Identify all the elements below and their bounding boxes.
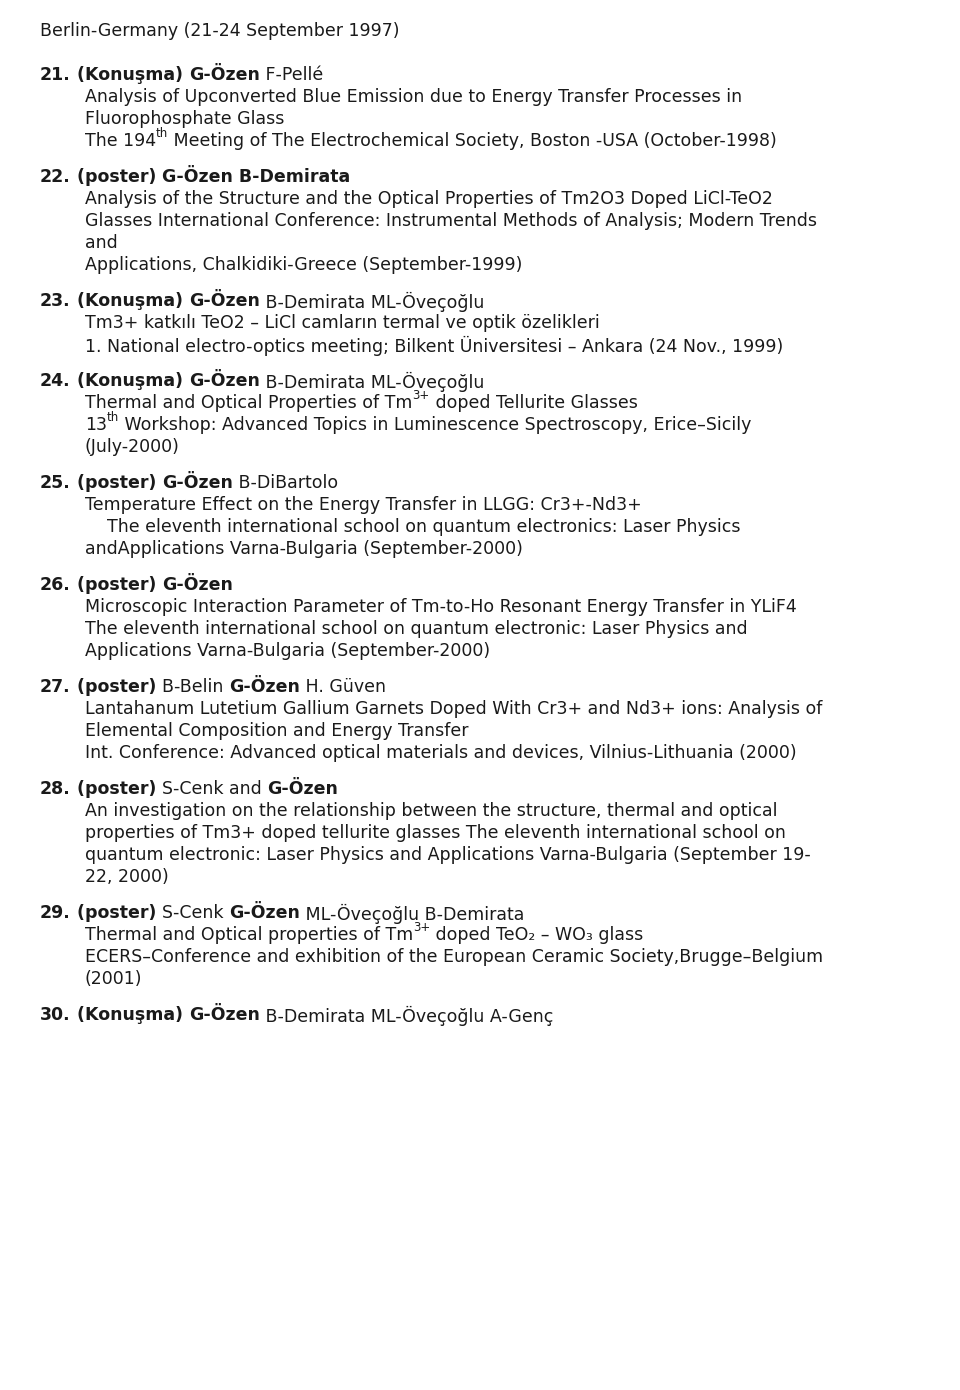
Text: Microscopic Interaction Parameter of Tm-to-Ho Resonant Energy Transfer in YLiF4: Microscopic Interaction Parameter of Tm-… bbox=[85, 598, 797, 616]
Text: The 194: The 194 bbox=[85, 132, 156, 150]
Text: Meeting of The Electrochemical Society, Boston -USA (October-1998): Meeting of The Electrochemical Society, … bbox=[168, 132, 778, 150]
Text: G-Özen: G-Özen bbox=[188, 1006, 259, 1024]
Text: 28.: 28. bbox=[40, 780, 71, 798]
Text: ECERS–Conference and exhibition of the European Ceramic Society,Brugge–Belgium: ECERS–Conference and exhibition of the E… bbox=[85, 948, 823, 966]
Text: B-Demirata ML-Öveçoğlu: B-Demirata ML-Öveçoğlu bbox=[259, 373, 484, 392]
Text: Berlin-Germany (21-24 September 1997): Berlin-Germany (21-24 September 1997) bbox=[40, 22, 399, 40]
Text: Analysis of the Structure and the Optical Properties of Tm2O3 Doped LiCl-TeO2: Analysis of the Structure and the Optica… bbox=[85, 190, 773, 208]
Text: (poster): (poster) bbox=[71, 575, 162, 594]
Text: An investigation on the relationship between the structure, thermal and optical: An investigation on the relationship bet… bbox=[85, 802, 778, 820]
Text: 3+: 3+ bbox=[413, 922, 430, 934]
Text: 26.: 26. bbox=[40, 575, 71, 594]
Text: (Konuşma): (Konuşma) bbox=[71, 65, 189, 83]
Text: Fluorophosphate Glass: Fluorophosphate Glass bbox=[85, 110, 284, 128]
Text: Elemental Composition and Energy Transfer: Elemental Composition and Energy Transfe… bbox=[85, 721, 468, 739]
Text: Applications, Chalkidiki-Greece (September-1999): Applications, Chalkidiki-Greece (Septemb… bbox=[85, 256, 522, 274]
Text: The eleventh international school on quantum electronic: Laser Physics and: The eleventh international school on qua… bbox=[85, 620, 748, 638]
Text: 3+: 3+ bbox=[413, 389, 430, 402]
Text: G-Özen: G-Özen bbox=[268, 780, 338, 798]
Text: Workshop: Advanced Topics in Luminescence Spectroscopy, Erice–Sicily: Workshop: Advanced Topics in Luminescenc… bbox=[119, 416, 752, 434]
Text: Tm3+ katkılı TeO2 – LiCl camların termal ve optik özelikleri: Tm3+ katkılı TeO2 – LiCl camların termal… bbox=[85, 314, 600, 332]
Text: quantum electronic: Laser Physics and Applications Varna-Bulgaria (September 19-: quantum electronic: Laser Physics and Ap… bbox=[85, 847, 811, 865]
Text: G-Özen: G-Özen bbox=[188, 292, 259, 310]
Text: (2001): (2001) bbox=[85, 970, 142, 988]
Text: Int. Conference: Advanced optical materials and devices, Vilnius-Lithuania (2000: Int. Conference: Advanced optical materi… bbox=[85, 744, 797, 762]
Text: S-Cenk and: S-Cenk and bbox=[162, 780, 268, 798]
Text: H. Güven: H. Güven bbox=[300, 678, 386, 696]
Text: B-Demirata ML-Öveçoğlu A-Genç: B-Demirata ML-Öveçoğlu A-Genç bbox=[259, 1006, 553, 1026]
Text: B-Belin: B-Belin bbox=[162, 678, 228, 696]
Text: G-Özen: G-Özen bbox=[189, 65, 259, 83]
Text: 21.: 21. bbox=[40, 65, 71, 83]
Text: Glasses International Conference: Instrumental Methods of Analysis; Modern Trend: Glasses International Conference: Instru… bbox=[85, 213, 817, 229]
Text: G-Özen: G-Özen bbox=[229, 904, 300, 922]
Text: G-Özen: G-Özen bbox=[188, 373, 259, 391]
Text: 23.: 23. bbox=[40, 292, 71, 310]
Text: properties of Tm3+ doped tellurite glasses The eleventh international school on: properties of Tm3+ doped tellurite glass… bbox=[85, 824, 786, 842]
Text: 25.: 25. bbox=[40, 474, 71, 492]
Text: 29.: 29. bbox=[40, 904, 71, 922]
Text: The eleventh international school on quantum electronics: Laser Physics: The eleventh international school on qua… bbox=[85, 518, 740, 537]
Text: F-Pellé: F-Pellé bbox=[259, 65, 323, 83]
Text: B-Demirata ML-Öveçoğlu: B-Demirata ML-Öveçoğlu bbox=[259, 292, 484, 313]
Text: (Konuşma): (Konuşma) bbox=[71, 292, 188, 310]
Text: G-Özen: G-Özen bbox=[228, 678, 300, 696]
Text: 1. National electro-optics meeting; Bilkent Üniversitesi – Ankara (24 Nov., 1999: 1. National electro-optics meeting; Bilk… bbox=[85, 336, 783, 356]
Text: 24.: 24. bbox=[40, 373, 71, 391]
Text: and: and bbox=[85, 234, 118, 252]
Text: 22, 2000): 22, 2000) bbox=[85, 867, 169, 885]
Text: doped Tellurite Glasses: doped Tellurite Glasses bbox=[430, 393, 637, 411]
Text: th: th bbox=[156, 126, 168, 140]
Text: 22.: 22. bbox=[40, 168, 71, 186]
Text: B-DiBartolo: B-DiBartolo bbox=[233, 474, 338, 492]
Text: G-Özen: G-Özen bbox=[162, 575, 233, 594]
Text: 27.: 27. bbox=[40, 678, 71, 696]
Text: andApplications Varna-Bulgaria (September-2000): andApplications Varna-Bulgaria (Septembe… bbox=[85, 539, 523, 557]
Text: G-Özen B-Demirata: G-Özen B-Demirata bbox=[162, 168, 350, 186]
Text: 30.: 30. bbox=[40, 1006, 71, 1024]
Text: 13: 13 bbox=[85, 416, 107, 434]
Text: ML-Öveçoğlu B-Demirata: ML-Öveçoğlu B-Demirata bbox=[300, 904, 524, 924]
Text: G-Özen: G-Özen bbox=[162, 474, 233, 492]
Text: Analysis of Upconverted Blue Emission due to Energy Transfer Processes in: Analysis of Upconverted Blue Emission du… bbox=[85, 88, 742, 106]
Text: th: th bbox=[107, 411, 119, 424]
Text: (July-2000): (July-2000) bbox=[85, 438, 180, 456]
Text: Lantahanum Lutetium Gallium Garnets Doped With Cr3+ and Nd3+ ions: Analysis of: Lantahanum Lutetium Gallium Garnets Dope… bbox=[85, 701, 823, 719]
Text: (poster): (poster) bbox=[71, 678, 162, 696]
Text: (poster): (poster) bbox=[71, 904, 162, 922]
Text: Thermal and Optical properties of Tm: Thermal and Optical properties of Tm bbox=[85, 926, 413, 944]
Text: S-Cenk: S-Cenk bbox=[162, 904, 229, 922]
Text: (poster): (poster) bbox=[71, 168, 162, 186]
Text: (Konuşma): (Konuşma) bbox=[71, 1006, 188, 1024]
Text: (Konuşma): (Konuşma) bbox=[71, 373, 188, 391]
Text: (poster): (poster) bbox=[71, 780, 162, 798]
Text: Thermal and Optical Properties of Tm: Thermal and Optical Properties of Tm bbox=[85, 393, 413, 411]
Text: (poster): (poster) bbox=[71, 474, 162, 492]
Text: Temperature Effect on the Energy Transfer in LLGG: Cr3+-Nd3+: Temperature Effect on the Energy Transfe… bbox=[85, 496, 641, 514]
Text: doped TeO₂ – WO₃ glass: doped TeO₂ – WO₃ glass bbox=[430, 926, 644, 944]
Text: Applications Varna-Bulgaria (September-2000): Applications Varna-Bulgaria (September-2… bbox=[85, 642, 491, 660]
